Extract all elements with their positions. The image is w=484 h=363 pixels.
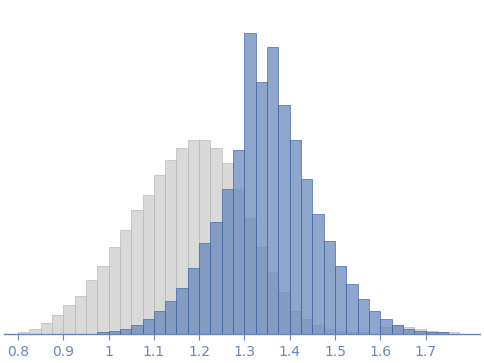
Bar	[448, 333, 459, 334]
Bar	[335, 266, 346, 334]
Bar	[358, 333, 369, 334]
Bar	[165, 301, 177, 334]
Bar	[335, 331, 346, 334]
Bar	[312, 214, 324, 334]
Bar	[108, 247, 120, 334]
Bar	[256, 82, 267, 334]
Bar	[211, 148, 222, 334]
Bar	[290, 311, 301, 334]
Bar	[120, 329, 131, 334]
Bar	[165, 160, 177, 334]
Bar	[131, 210, 142, 334]
Bar	[222, 163, 233, 334]
Bar	[154, 175, 165, 334]
Bar	[142, 319, 154, 334]
Bar	[392, 325, 403, 334]
Bar	[199, 140, 211, 334]
Bar	[358, 299, 369, 334]
Bar	[256, 247, 267, 334]
Bar	[154, 311, 165, 334]
Bar	[267, 47, 278, 334]
Bar	[97, 333, 108, 334]
Bar	[188, 140, 199, 334]
Bar	[63, 305, 75, 334]
Bar	[346, 333, 358, 334]
Bar	[437, 333, 448, 334]
Bar	[414, 331, 425, 334]
Bar	[380, 327, 392, 334]
Bar	[120, 229, 131, 334]
Bar	[290, 140, 301, 334]
Bar	[131, 325, 142, 334]
Bar	[324, 329, 335, 334]
Bar	[52, 315, 63, 334]
Bar	[211, 222, 222, 334]
Bar	[233, 189, 244, 334]
Bar	[86, 280, 97, 334]
Bar	[30, 329, 41, 334]
Bar	[97, 266, 108, 334]
Bar	[278, 105, 290, 334]
Bar	[414, 329, 425, 334]
Bar	[142, 195, 154, 334]
Bar	[403, 329, 414, 334]
Bar	[188, 268, 199, 334]
Bar	[425, 333, 437, 334]
Bar	[75, 295, 86, 334]
Bar	[369, 311, 380, 334]
Bar	[177, 148, 188, 334]
Bar	[392, 325, 403, 334]
Bar	[108, 331, 120, 334]
Bar	[403, 327, 414, 334]
Bar	[324, 241, 335, 334]
Bar	[233, 150, 244, 334]
Bar	[199, 243, 211, 334]
Bar	[301, 319, 312, 334]
Bar	[312, 325, 324, 334]
Bar	[222, 189, 233, 334]
Bar	[301, 179, 312, 334]
Bar	[244, 33, 256, 334]
Bar	[278, 292, 290, 334]
Bar	[177, 288, 188, 334]
Bar	[437, 333, 448, 334]
Bar	[267, 272, 278, 334]
Bar	[41, 323, 52, 334]
Bar	[244, 218, 256, 334]
Bar	[380, 319, 392, 334]
Bar	[346, 284, 358, 334]
Bar	[18, 333, 30, 334]
Bar	[425, 331, 437, 334]
